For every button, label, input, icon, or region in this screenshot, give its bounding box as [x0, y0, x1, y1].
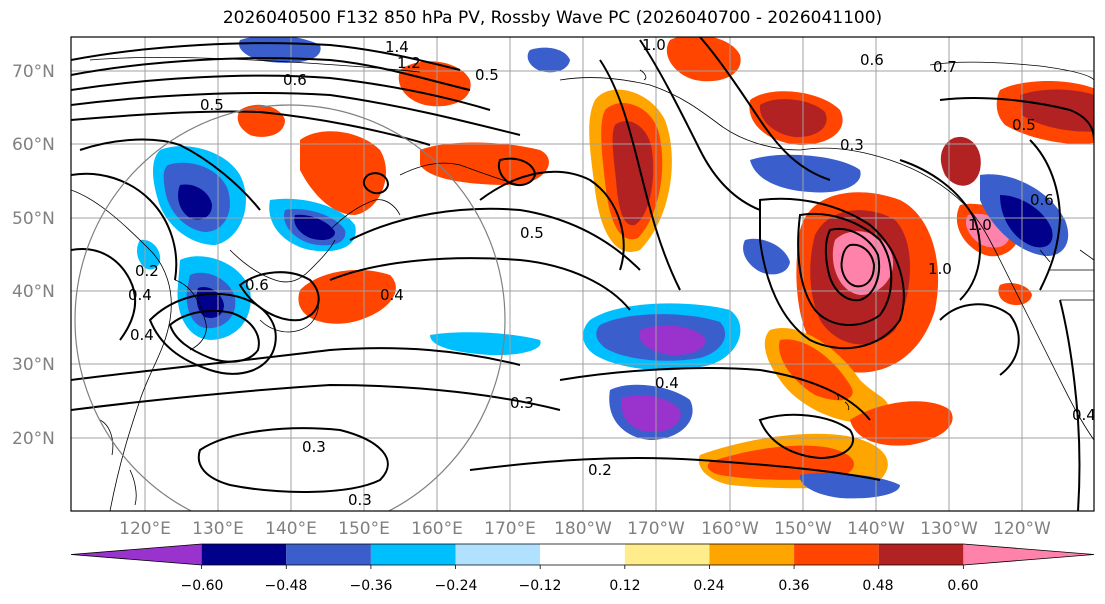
lon-label: 170°E	[484, 519, 536, 539]
contour-label: 0.4	[1072, 406, 1096, 424]
colorbar-tick-label: 0.36	[778, 578, 809, 594]
lat-label: 60°N	[12, 135, 55, 155]
map-title: 2026040500 F132 850 hPa PV, Rossby Wave …	[222, 8, 883, 28]
colorbar-tick-label: 0.60	[947, 578, 978, 594]
contour-label: 0.3	[302, 438, 326, 456]
contour-label: 0.4	[130, 326, 154, 344]
colorbar-segment	[540, 544, 625, 565]
colorbar-segment	[71, 544, 202, 565]
lon-label: 170°W	[627, 519, 685, 539]
contour-label: 0.2	[588, 461, 612, 479]
contour-label: 0.2	[135, 262, 159, 280]
colorbar-segment	[878, 544, 964, 565]
map-frame	[70, 36, 1095, 512]
colorbar-segment	[624, 544, 710, 565]
latitude-labels: 70°N 60°N 50°N 40°N 30°N 20°N	[12, 62, 55, 449]
lon-label: 180°W	[554, 519, 612, 539]
contour-label: 0.5	[200, 96, 224, 114]
lon-label: 150°W	[774, 519, 832, 539]
lon-label: 120°E	[119, 519, 171, 539]
graticule	[71, 37, 1094, 511]
colorbar-tick-label: −0.48	[265, 578, 308, 594]
colorbar-segment	[794, 544, 879, 565]
colorbar	[70, 543, 1095, 569]
colorbar-tick-label: 0.24	[693, 578, 724, 594]
contour-label: 0.4	[380, 286, 404, 304]
colorbar-segment	[709, 544, 795, 565]
contour-label: 1.4	[385, 38, 409, 56]
region-circle	[74, 104, 506, 511]
colorbar-tick-label: −0.24	[435, 578, 478, 594]
contour-label: 0.6	[245, 276, 269, 294]
contour-label: 0.3	[348, 491, 372, 509]
lat-label: 50°N	[12, 209, 55, 229]
contour-label: 1.0	[928, 260, 952, 278]
contour-label: 0.5	[520, 224, 544, 242]
coastlines	[71, 56, 1094, 511]
contour-labels: 1.4 1.2 0.6 0.5 1.0 0.6 0.7 0.5 0.3 0.4 …	[128, 36, 1096, 509]
lon-label: 160°W	[701, 519, 759, 539]
contour-label: 1.0	[642, 36, 666, 54]
colorbar-segment	[370, 544, 456, 565]
lat-label: 40°N	[12, 282, 55, 302]
contour-label: 0.6	[1030, 191, 1054, 209]
contour-label: 0.3	[510, 394, 534, 412]
colorbar-tick-label: −0.12	[519, 578, 562, 594]
contour-label: 0.4	[655, 374, 679, 392]
contour-label: 0.5	[1012, 116, 1036, 134]
lon-label: 130°W	[920, 519, 978, 539]
lon-label: 140°W	[847, 519, 905, 539]
contour-label: 0.3	[840, 136, 864, 154]
anomaly-shading	[137, 37, 1094, 499]
lon-label: 130°E	[192, 519, 244, 539]
colorbar-segment	[201, 544, 287, 565]
lon-label: 140°E	[265, 519, 317, 539]
colorbar-segment	[286, 544, 371, 565]
longitude-labels: 120°E 130°E 140°E 150°E 160°E 170°E 180°…	[119, 519, 1051, 539]
map-field: 1.4 1.2 0.6 0.5 1.0 0.6 0.7 0.5 0.3 0.4 …	[71, 36, 1096, 511]
lon-label: 160°E	[411, 519, 463, 539]
contour-label: 0.4	[128, 286, 152, 304]
contour-label: 0.6	[283, 71, 307, 89]
colorbar-segment	[963, 544, 1094, 565]
lat-label: 70°N	[12, 62, 55, 82]
contour-label: 0.7	[933, 58, 957, 76]
lat-label: 20°N	[12, 429, 55, 449]
colorbar-labels: −0.60 −0.48 −0.36 −0.24 −0.12 0.12 0.24 …	[181, 578, 979, 594]
colorbar-segment	[455, 544, 541, 565]
lon-label: 150°E	[338, 519, 390, 539]
colorbar-tick-label: −0.36	[350, 578, 393, 594]
contour-label: 1.0	[968, 216, 992, 234]
lon-label: 120°W	[993, 519, 1051, 539]
colorbar-tick-label: −0.60	[181, 578, 224, 594]
contour-label: 0.5	[475, 66, 499, 84]
colorbar-tick-label: 0.48	[862, 578, 893, 594]
lat-label: 30°N	[12, 355, 55, 375]
contour-label: 1.2	[397, 54, 421, 72]
pv-contours	[71, 37, 1094, 511]
contour-label: 0.6	[860, 51, 884, 69]
colorbar-tick-label: 0.12	[609, 578, 640, 594]
